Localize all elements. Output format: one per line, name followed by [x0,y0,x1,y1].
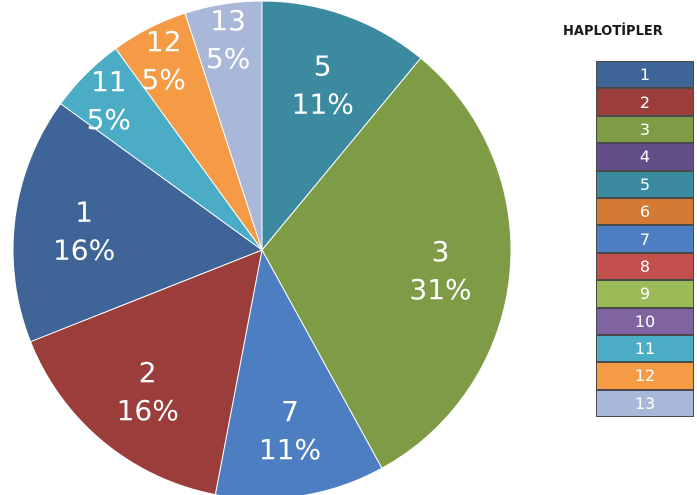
slice-percent-label: 5% [206,42,250,75]
slice-category-label: 3 [432,235,450,268]
legend-item-3: 3 [596,115,694,144]
legend-item-12: 12 [596,362,694,390]
slice-category-label: 12 [146,25,182,58]
slice-label-12: 12 5% [141,25,185,96]
slice-category-label: 5 [314,49,332,82]
slice-label-11: 11 5% [87,65,131,136]
legend-item-1: 1 [596,61,694,89]
legend-item-2: 2 [596,88,694,116]
slice-label-13: 13 5% [206,4,250,75]
pie-slice-7 [214,248,383,495]
slice-label-2: 2 16% [117,356,179,427]
pie-slice-1 [12,102,264,343]
slice-percent-label: 16% [117,394,179,427]
legend-title: HAPLOTİPLER [563,24,663,39]
legend-item-5: 5 [596,170,694,198]
slice-category-label: 11 [91,65,127,98]
slice-category-label: 7 [281,395,299,428]
pie-labels: 5 11%3 31%7 11%2 16%1 16%11 5%12 5%13 5% [53,4,472,466]
slice-label-7: 7 11% [259,395,321,466]
legend-item-11: 11 [596,334,694,363]
pie-slice-13 [184,0,263,251]
pie-chart: 5 11%3 31%7 11%2 16%1 16%11 5%12 5%13 5% [12,0,512,495]
legend-item-10: 10 [596,307,694,335]
slice-category-label: 1 [75,196,93,229]
legend-item-13: 13 [596,389,694,418]
slice-category-label: 13 [210,4,246,37]
slice-percent-label: 31% [409,273,471,306]
pie-slice-3 [261,57,512,469]
slice-percent-label: 5% [141,63,185,96]
legend-item-6: 6 [596,197,694,226]
slice-label-1: 1 16% [53,196,115,267]
legend-item-7: 7 [596,225,694,253]
pie-slices [12,0,512,495]
slice-label-3: 3 31% [409,235,471,306]
legend-item-9: 9 [596,280,694,308]
pie-slice-5 [261,0,422,252]
slice-percent-label: 11% [259,433,321,466]
slice-category-label: 2 [139,356,157,389]
legend-item-4: 4 [596,143,694,171]
pie-slice-2 [29,249,263,495]
legend: 1 2 3 4 5 6 7 8 9 10 11 12 13 [596,61,694,418]
slice-label-5: 5 11% [292,49,354,120]
legend-item-8: 8 [596,252,694,281]
slice-percent-label: 16% [53,234,115,267]
slice-percent-label: 11% [292,87,354,120]
slice-percent-label: 5% [87,103,131,136]
